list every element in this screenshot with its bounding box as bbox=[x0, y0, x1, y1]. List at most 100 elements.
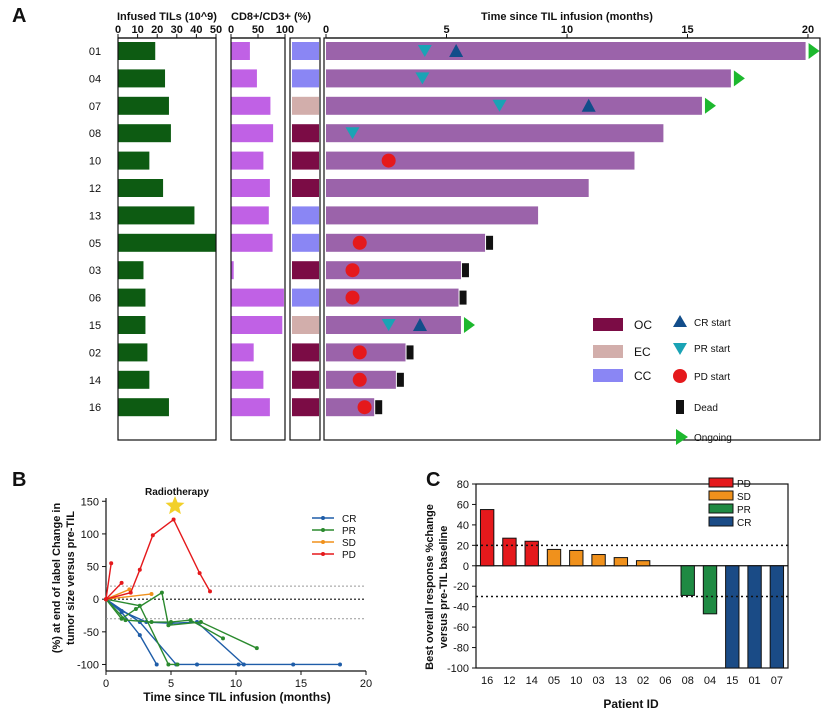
cd8-bar bbox=[231, 233, 273, 252]
cd8-tick-label: 100 bbox=[276, 24, 294, 36]
cancer-type-cell-ec bbox=[292, 96, 319, 115]
tils-tick-label: 50 bbox=[210, 24, 222, 36]
patient-id-tick-label: 13 bbox=[615, 675, 627, 687]
series-point-pr bbox=[137, 603, 142, 608]
panel-c-label: C bbox=[426, 469, 440, 491]
series-point-cr bbox=[241, 662, 246, 667]
cancer-type-cell-cc bbox=[292, 206, 319, 225]
response-bar bbox=[702, 565, 718, 615]
patient-id-label: 01 bbox=[89, 46, 101, 58]
pd-start-icon bbox=[381, 153, 396, 168]
pr-start-icon bbox=[417, 45, 432, 57]
swimmer-bar bbox=[326, 151, 635, 170]
cancer-type-cell-cc bbox=[292, 288, 319, 307]
ongoing-icon bbox=[733, 70, 745, 87]
panel-b-x-tick-label: 20 bbox=[360, 678, 372, 690]
panel-b-x-tick-label: 0 bbox=[103, 678, 109, 690]
dead-icon bbox=[486, 235, 494, 250]
legend-pd-label: PD start bbox=[694, 372, 730, 383]
pr-start-icon bbox=[381, 319, 396, 331]
til-bar bbox=[118, 261, 144, 280]
panel-a-legend: OC EC CC CR start PR start PD start Dead… bbox=[593, 315, 732, 445]
swimmer-bar bbox=[326, 233, 486, 252]
patient-id-label: 06 bbox=[89, 293, 101, 305]
panel-b-label: B bbox=[12, 469, 26, 491]
legend-pr-swatch bbox=[708, 503, 734, 514]
cr-start-icon bbox=[581, 98, 596, 112]
response-bar bbox=[680, 565, 695, 596]
til-bar bbox=[118, 398, 169, 417]
legend-dead-icon bbox=[676, 400, 684, 414]
cancer-type-cell-oc bbox=[292, 398, 319, 417]
series-point-pd bbox=[104, 597, 108, 602]
legend-cc-label: CC bbox=[634, 369, 652, 383]
panel-c-y-tick-label: -60 bbox=[453, 622, 469, 634]
cd8-bar bbox=[231, 261, 234, 280]
patient-id-tick-label: 07 bbox=[771, 675, 783, 687]
series-point-pr bbox=[188, 618, 193, 623]
series-point-pd bbox=[197, 571, 202, 576]
swimmer-bar bbox=[326, 316, 461, 334]
panel-c-y-tick-label: -100 bbox=[447, 663, 469, 675]
patient-id-label: 05 bbox=[89, 238, 101, 250]
cancer-type-cell-cc bbox=[292, 42, 319, 60]
pd-start-icon bbox=[345, 290, 360, 305]
cr-start-icon bbox=[449, 44, 464, 57]
cd8-tick-label: 50 bbox=[252, 24, 264, 36]
cancer-type-bars bbox=[292, 42, 319, 417]
series-point-pd bbox=[119, 580, 124, 585]
patient-id-label: 12 bbox=[89, 183, 101, 195]
swimmer-bar bbox=[326, 206, 539, 225]
legend-sd-label: SD bbox=[342, 538, 356, 549]
panel-c-legend: PD SD PR CR bbox=[708, 477, 751, 529]
panel-c-y-tick-label: -80 bbox=[453, 643, 469, 655]
pd-start-icon bbox=[352, 235, 367, 250]
legend-pr-marker bbox=[321, 528, 325, 532]
response-bar bbox=[635, 560, 651, 567]
series-line-pd bbox=[105, 582, 123, 600]
patient-id-tick-label: 01 bbox=[748, 675, 760, 687]
series-line-pd bbox=[105, 563, 112, 600]
cd8-bar bbox=[231, 96, 271, 115]
panel-b-ylabel-line1: (%) at end of label Change in bbox=[51, 503, 63, 654]
series-point-pr bbox=[175, 662, 180, 667]
series-line-pr bbox=[105, 598, 224, 639]
series-point-pr bbox=[166, 623, 171, 628]
patient-id-labels: 01 04 07 08 10 12 13 05 03 06 15 02 14 16 bbox=[89, 46, 101, 414]
panel-b-ylabel-line2: tumor size versus pre-TIL bbox=[65, 511, 77, 645]
response-bar bbox=[502, 537, 517, 567]
patient-id-label: 14 bbox=[89, 375, 101, 387]
patient-id-tick-label: 06 bbox=[659, 675, 671, 687]
radiotherapy-annotation: Radiotherapy bbox=[145, 487, 209, 498]
response-bar bbox=[546, 548, 562, 567]
panel-c-y-tick-label: 80 bbox=[457, 479, 469, 491]
legend-cc-swatch bbox=[593, 369, 623, 382]
tils-title: Infused TILs (10^9) bbox=[117, 11, 217, 23]
patient-id-tick-label: 10 bbox=[570, 675, 582, 687]
swimmer-bar bbox=[326, 42, 806, 60]
swimmer-bar bbox=[326, 69, 731, 88]
series-point-pd bbox=[150, 533, 155, 538]
response-bar bbox=[613, 557, 629, 567]
cd8-bar bbox=[231, 206, 269, 225]
pr-start-icon bbox=[345, 127, 360, 140]
ongoing-icon bbox=[463, 317, 475, 333]
patient-id-tick-label: 12 bbox=[503, 675, 515, 687]
panel-c-xlabel: Patient ID bbox=[603, 697, 659, 711]
series-point-pd bbox=[137, 567, 142, 572]
series-point-pr bbox=[198, 620, 203, 625]
swimmer-markers bbox=[345, 43, 820, 415]
cd8-bar bbox=[231, 179, 270, 197]
cd8-bars bbox=[231, 42, 284, 417]
legend-oc-label: OC bbox=[634, 318, 652, 332]
cancer-type-cell-oc bbox=[292, 151, 319, 170]
series-point-cr bbox=[119, 608, 124, 613]
legend-pd-marker bbox=[321, 552, 325, 556]
response-bar bbox=[769, 565, 785, 669]
cancer-type-cell-oc bbox=[292, 124, 319, 143]
response-bar bbox=[725, 565, 740, 669]
series-point-pd bbox=[208, 589, 212, 594]
cancer-type-cell-oc bbox=[292, 370, 319, 389]
